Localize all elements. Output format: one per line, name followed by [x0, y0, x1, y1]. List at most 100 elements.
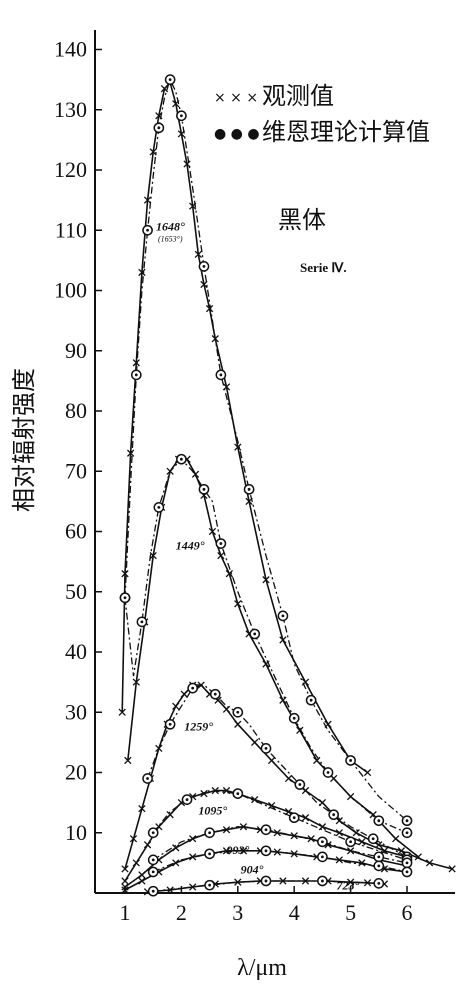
observed-point-stroke	[352, 829, 360, 837]
observed-point	[118, 708, 126, 716]
observed-point-stroke	[172, 844, 180, 852]
observed-point-stroke	[267, 801, 276, 810]
observed-point-stroke	[222, 847, 231, 855]
theory-point	[401, 857, 413, 869]
observed-point-stroke	[143, 841, 152, 849]
observed-point-stroke	[121, 865, 129, 873]
theory-point-dot	[146, 777, 149, 780]
theory-point-dot	[191, 686, 195, 690]
observed-point-stroke	[208, 527, 217, 536]
observed-point-stroke	[149, 551, 157, 560]
observed-point-stroke	[172, 702, 180, 710]
observed-point-stroke	[301, 814, 310, 822]
observed-point-stroke	[335, 856, 343, 864]
observed-point	[138, 877, 146, 885]
observed-point-stroke	[211, 335, 219, 343]
observed-point	[205, 304, 214, 313]
annotation-blackbody: 黑体	[278, 206, 326, 234]
observed-point	[234, 720, 242, 728]
observed-point-stroke	[346, 878, 355, 886]
observed-point	[301, 877, 310, 885]
theory-point	[204, 827, 215, 839]
observed-point-stroke	[143, 196, 152, 204]
observed-point	[138, 804, 146, 813]
observed-point	[284, 774, 293, 783]
observed-point-stroke	[197, 681, 205, 689]
observed-point	[296, 726, 304, 734]
observed-point-stroke	[279, 877, 287, 885]
observed-point-stroke	[397, 847, 406, 855]
theory-point	[373, 851, 385, 863]
theory-point	[142, 224, 153, 236]
observed-point-stroke	[239, 847, 248, 855]
theory-point-dot	[292, 816, 296, 820]
observed-point-stroke	[313, 756, 321, 765]
observed-point-stroke	[129, 835, 138, 843]
y-tick-label: 10	[65, 820, 87, 845]
theory-point-dot	[377, 855, 381, 859]
observed-point	[143, 841, 152, 849]
observed-point-stroke	[324, 841, 332, 849]
observed-point	[290, 850, 298, 858]
theory-point-dot	[371, 837, 375, 841]
x-tick-label: 5	[345, 900, 356, 925]
observed-point	[239, 823, 248, 831]
theory-point-dot	[134, 373, 138, 377]
observed-point	[121, 570, 129, 578]
theory-point-dot	[157, 506, 161, 509]
theory-point	[317, 875, 328, 887]
observed-point	[363, 768, 372, 777]
theory-point-dot	[219, 373, 223, 377]
theory-point-dot	[202, 487, 206, 491]
observed-point	[189, 835, 197, 843]
observed-point-stroke	[121, 570, 129, 578]
theory-point	[232, 706, 244, 718]
observed-point-stroke	[346, 847, 355, 855]
observed-point	[172, 859, 180, 867]
theory-point	[147, 885, 159, 897]
observed-point-stroke	[251, 738, 259, 747]
observed-point-stroke	[189, 883, 197, 891]
observed-point-stroke	[132, 359, 140, 367]
observed-point	[121, 865, 129, 873]
theory-point-dot	[321, 879, 324, 883]
observed-point-stroke	[121, 883, 129, 891]
observed-point-stroke	[160, 85, 169, 93]
observed-point	[200, 280, 208, 289]
theory-point	[260, 875, 272, 887]
y-tick-label: 140	[54, 37, 87, 62]
observed-point	[180, 690, 188, 698]
series-theory-line	[146, 684, 408, 858]
observed-point-stroke	[138, 871, 146, 879]
theory-point-dot	[151, 831, 155, 835]
theory-point-dot	[309, 698, 313, 702]
observed-point-stroke	[380, 865, 389, 873]
theory-point-dot	[377, 864, 381, 868]
observed-point-stroke	[121, 877, 129, 885]
observed-point-stroke	[363, 768, 372, 777]
observed-point-stroke	[279, 636, 287, 644]
y-tick-label: 90	[65, 338, 87, 363]
theory-point	[142, 773, 153, 784]
theory-point	[243, 483, 255, 495]
theory-point-dot	[281, 614, 285, 618]
theory-point-dot	[208, 852, 212, 856]
observed-point	[132, 678, 140, 686]
theory-point-dot	[247, 487, 251, 491]
observed-point	[222, 847, 231, 855]
observed-point	[335, 856, 343, 864]
observed-point-stroke	[239, 823, 248, 831]
observed-point-stroke	[267, 756, 276, 765]
observed-point-stroke	[132, 678, 140, 686]
observed-point-stroke	[279, 696, 287, 704]
observed-point	[301, 814, 310, 822]
observed-point	[126, 449, 135, 457]
observed-point-stroke	[124, 756, 132, 765]
observed-point-stroke	[392, 835, 400, 843]
theory-point	[164, 718, 176, 730]
observed-point-stroke	[301, 678, 310, 686]
observed-point-stroke	[225, 570, 233, 578]
observed-point	[172, 100, 180, 108]
theory-point-dot	[377, 881, 381, 885]
theory-point-dot	[185, 798, 189, 802]
